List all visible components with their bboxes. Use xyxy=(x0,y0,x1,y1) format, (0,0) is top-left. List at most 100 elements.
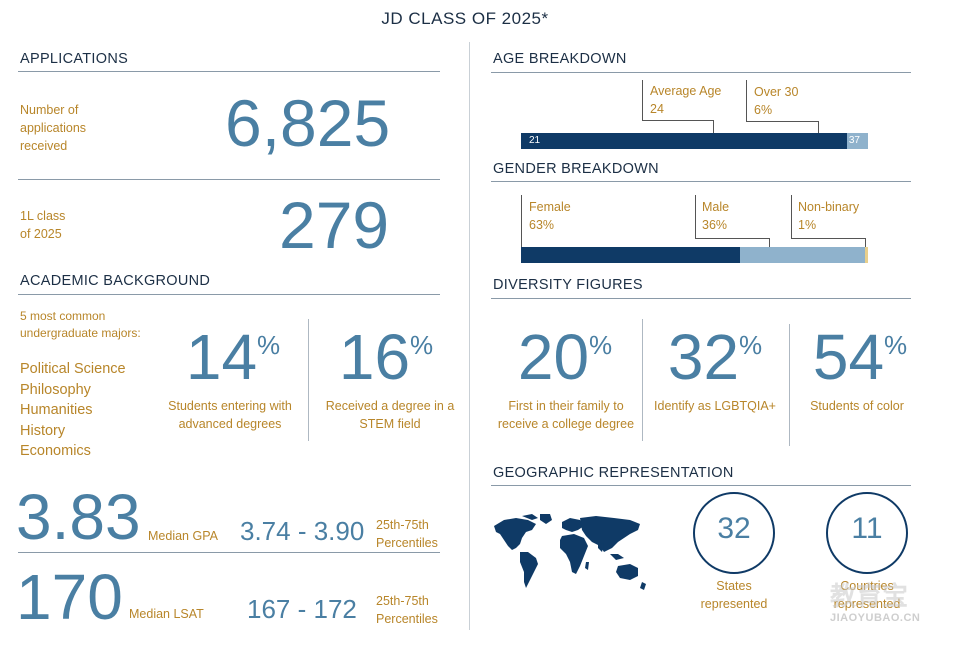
majors-intro-line: undergraduate majors: xyxy=(20,326,141,340)
stat-label-line: Received a degree in a xyxy=(325,399,455,413)
stat-divider xyxy=(642,319,643,441)
majors-intro: 5 most common undergraduate majors: xyxy=(20,308,141,342)
lsat-median: 170 xyxy=(16,561,123,633)
percentile-line: Percentiles xyxy=(376,536,438,550)
geo-heading: GEOGRAPHIC REPRESENTATION xyxy=(493,465,734,481)
major-item: Economics xyxy=(20,443,91,459)
avg-age-pointer xyxy=(713,120,714,133)
academic-heading: ACADEMIC BACKGROUND xyxy=(20,273,211,289)
lsat-percentiles: 25th-75th Percentiles xyxy=(376,592,438,628)
over30-connector xyxy=(746,121,819,122)
lgbtqia-stat: 32% xyxy=(645,322,785,392)
stat-value: 16 xyxy=(338,321,411,393)
scores-rule xyxy=(18,552,440,553)
geo-rule xyxy=(491,485,911,486)
applications-heading: APPLICATIONS xyxy=(20,51,129,67)
avg-age-connector xyxy=(642,120,714,121)
countries-circle xyxy=(826,492,908,574)
avg-age-title: Average Age xyxy=(650,84,722,98)
major-item: Humanities xyxy=(20,402,93,418)
class-label-line: 1L class xyxy=(20,209,66,223)
age-max: 37 xyxy=(848,135,860,146)
avg-age-label: Average Age 24 xyxy=(650,82,721,118)
gender-heading: GENDER BREAKDOWN xyxy=(493,161,659,177)
age-bar-under30 xyxy=(521,133,847,149)
received-value: 6,825 xyxy=(225,86,391,160)
stat-divider xyxy=(308,319,309,441)
age-min: 21 xyxy=(529,135,541,146)
age-rule xyxy=(491,72,911,73)
female-label: Female 63% xyxy=(529,198,571,234)
world-map-icon xyxy=(494,514,646,590)
stat-value: 14 xyxy=(185,321,258,393)
over30-title: Over 30 xyxy=(754,85,799,99)
page-title: JD CLASS OF 2025* xyxy=(381,9,549,28)
percentile-line: 25th-75th xyxy=(376,594,429,608)
percent-sign: % xyxy=(589,330,613,360)
diversity-heading: DIVERSITY FIGURES xyxy=(493,277,643,293)
nonbinary-callout xyxy=(791,195,792,238)
class-label-line: of 2025 xyxy=(20,227,62,241)
gpa-median: 3.83 xyxy=(16,481,141,553)
avg-age-value: 24 xyxy=(650,102,664,116)
diversity-rule xyxy=(491,298,911,299)
stat-label-line: First in their family to xyxy=(508,399,624,413)
gpa-percentiles: 25th-75th Percentiles xyxy=(376,516,438,552)
nonbinary-pointer xyxy=(865,238,866,247)
academic-rule xyxy=(18,294,440,295)
nonbinary-value: 1% xyxy=(798,218,817,232)
stat-divider xyxy=(789,324,790,446)
gender-bar-male xyxy=(740,247,865,263)
class-value: 279 xyxy=(279,188,390,262)
lgbtqia-label: Identify as LGBTQIA+ xyxy=(645,397,785,415)
major-item: Political Science xyxy=(20,361,126,377)
gpa-range: 3.74 - 3.90 xyxy=(240,516,365,546)
female-value: 63% xyxy=(529,218,555,232)
major-item: History xyxy=(20,422,66,439)
states-value: 32 xyxy=(717,512,751,545)
states-label-line: represented xyxy=(700,597,768,611)
countries-label-line: Countries xyxy=(840,579,894,593)
lsat-label: Median LSAT xyxy=(129,607,204,621)
first-gen-label: First in their family to receive a colle… xyxy=(490,397,642,433)
states-label-line: States xyxy=(716,579,752,593)
age-heading: AGE BREAKDOWN xyxy=(493,51,627,67)
female-pointer xyxy=(521,195,522,247)
percent-sign: % xyxy=(739,330,763,360)
male-callout xyxy=(695,195,696,238)
gender-bar-nonbinary xyxy=(865,247,868,263)
over30-value: 6% xyxy=(754,103,773,117)
first-gen-stat: 20% xyxy=(490,322,640,392)
male-title: Male xyxy=(702,200,730,214)
male-pointer xyxy=(769,238,770,247)
gender-rule xyxy=(491,181,911,182)
percent-sign: % xyxy=(410,330,434,360)
watermark-url: JIAOYUBAO.CN xyxy=(830,612,921,624)
nonbinary-connector xyxy=(791,238,866,239)
stat-label-line: advanced degrees xyxy=(178,417,282,431)
percentile-line: Percentiles xyxy=(376,612,438,626)
watermark-logo: 教育宝 xyxy=(830,581,909,611)
received-label: Number of applications received xyxy=(20,101,86,155)
majors-list: Political Science Philosophy Humanities … xyxy=(20,359,126,462)
countries-value: 11 xyxy=(851,512,883,545)
stat-label-line: Identify as LGBTQIA+ xyxy=(654,399,776,413)
applications-rule-2 xyxy=(18,179,440,180)
center-divider xyxy=(469,42,470,630)
majors-intro-line: 5 most common xyxy=(20,309,106,323)
male-connector xyxy=(695,238,770,239)
states-circle xyxy=(693,492,775,574)
percent-sign: % xyxy=(884,330,908,360)
over30-label: Over 30 6% xyxy=(754,83,798,119)
stat-label-line: Students entering with xyxy=(168,399,292,413)
class-label: 1L class of 2025 xyxy=(20,207,65,243)
received-label-line: received xyxy=(20,139,68,153)
advanced-degrees-label: Students entering with advanced degrees xyxy=(152,397,308,433)
stem-degree-label: Received a degree in a STEM field xyxy=(316,397,464,433)
gender-bar xyxy=(521,247,868,263)
stat-label-line: Students of color xyxy=(810,399,904,413)
female-title: Female xyxy=(529,200,571,214)
students-of-color-label: Students of color xyxy=(790,397,924,415)
stat-label-line: receive a college degree xyxy=(497,417,635,431)
avg-age-callout xyxy=(642,80,715,120)
